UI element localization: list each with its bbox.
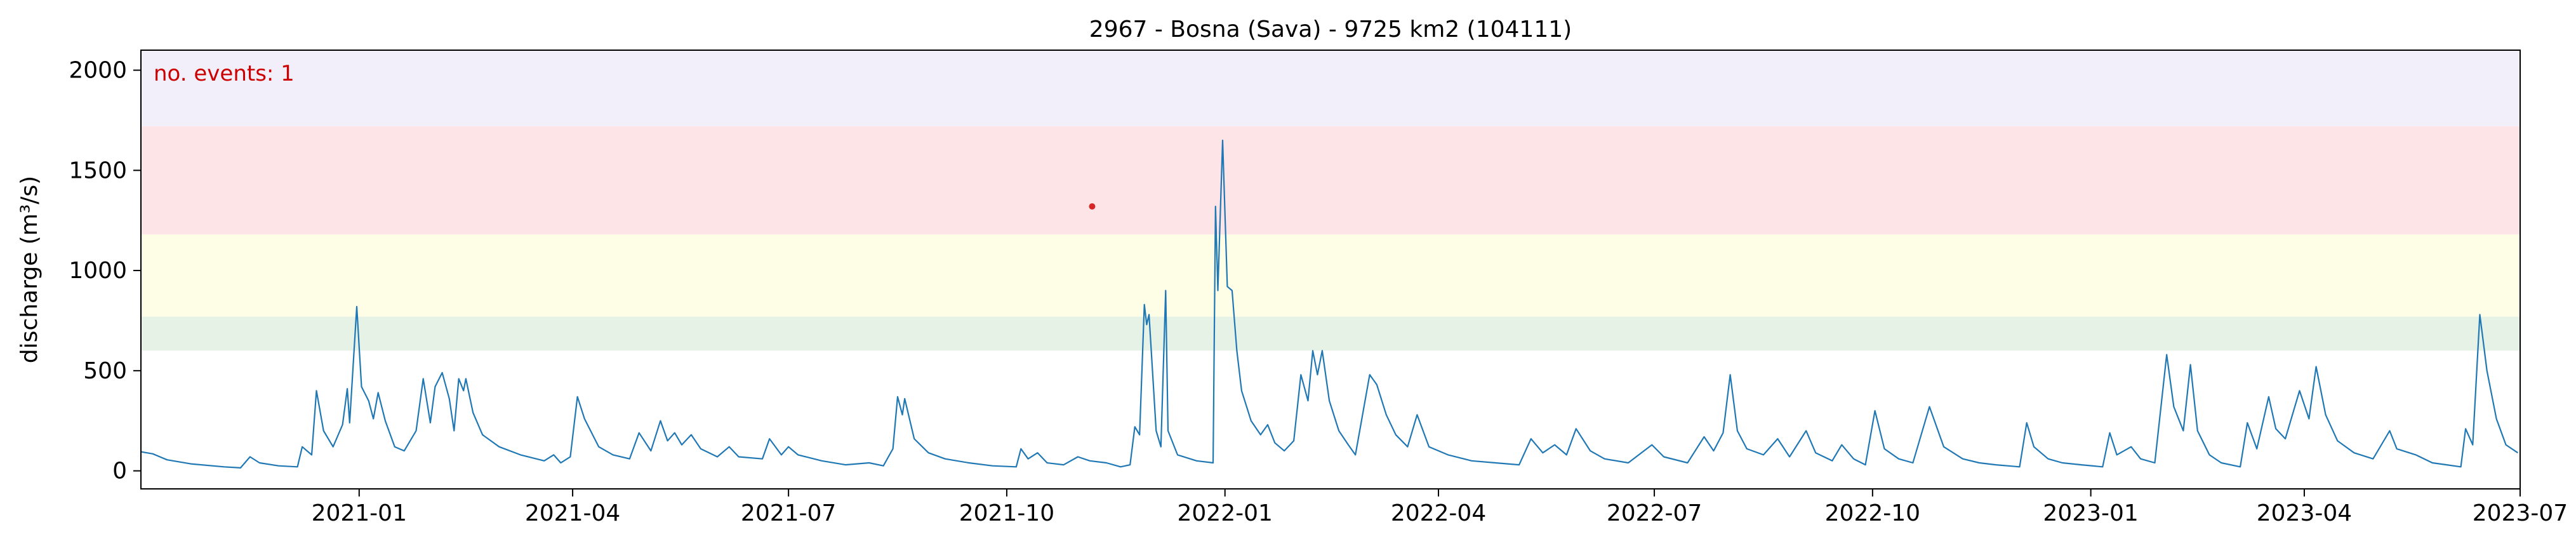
- x-tick-label-2022-04: 2022-04: [1391, 500, 1486, 526]
- event-marker-1: [1089, 203, 1096, 210]
- x-axis: 2021-01 2021-04 2021-07 2021-10 2022-01 2022-…: [312, 489, 2568, 526]
- x-tick-label-2022-01: 2022-01: [1178, 500, 1273, 526]
- x-tick-label-2023-04: 2023-04: [2257, 500, 2352, 526]
- x-tick-label-2023-01: 2023-01: [2043, 500, 2138, 526]
- y-tick-label-2000: 2000: [69, 58, 127, 84]
- plot-frame: [140, 50, 2521, 490]
- y-tick-label-1500: 1500: [69, 157, 127, 183]
- chart-title: 2967 - Bosna (Sava) - 9725 km2 (104111): [1089, 17, 1572, 43]
- threshold-bands: [141, 50, 2520, 351]
- y-tick-label-0: 0: [112, 458, 127, 484]
- x-tick-label-2021-07: 2021-07: [741, 500, 836, 526]
- x-tick-label-2022-07: 2022-07: [1607, 500, 1702, 526]
- y-axis: 0 500 1000 1500 2000: [69, 58, 141, 484]
- x-tick-label-2021-10: 2021-10: [959, 500, 1054, 526]
- series-layer: [140, 139, 2518, 469]
- threshold-band-1: [141, 316, 2520, 351]
- y-tick-label-1000: 1000: [69, 258, 127, 284]
- x-tick-label-2022-10: 2022-10: [1825, 500, 1920, 526]
- threshold-band-2: [141, 234, 2520, 317]
- x-tick-label-2021-04: 2021-04: [525, 500, 620, 526]
- threshold-band-3: [141, 126, 2520, 235]
- x-tick-label-2021-01: 2021-01: [312, 500, 407, 526]
- threshold-band-4: [141, 50, 2520, 126]
- y-axis-label: discharge (m³/s): [17, 176, 43, 363]
- event-markers: [1089, 203, 1096, 210]
- y-tick-label-500: 500: [83, 358, 127, 384]
- events-count-annotation: no. events: 1: [154, 61, 295, 86]
- x-tick-label-2023-07: 2023-07: [2473, 500, 2568, 526]
- series-line-1: [140, 139, 2518, 469]
